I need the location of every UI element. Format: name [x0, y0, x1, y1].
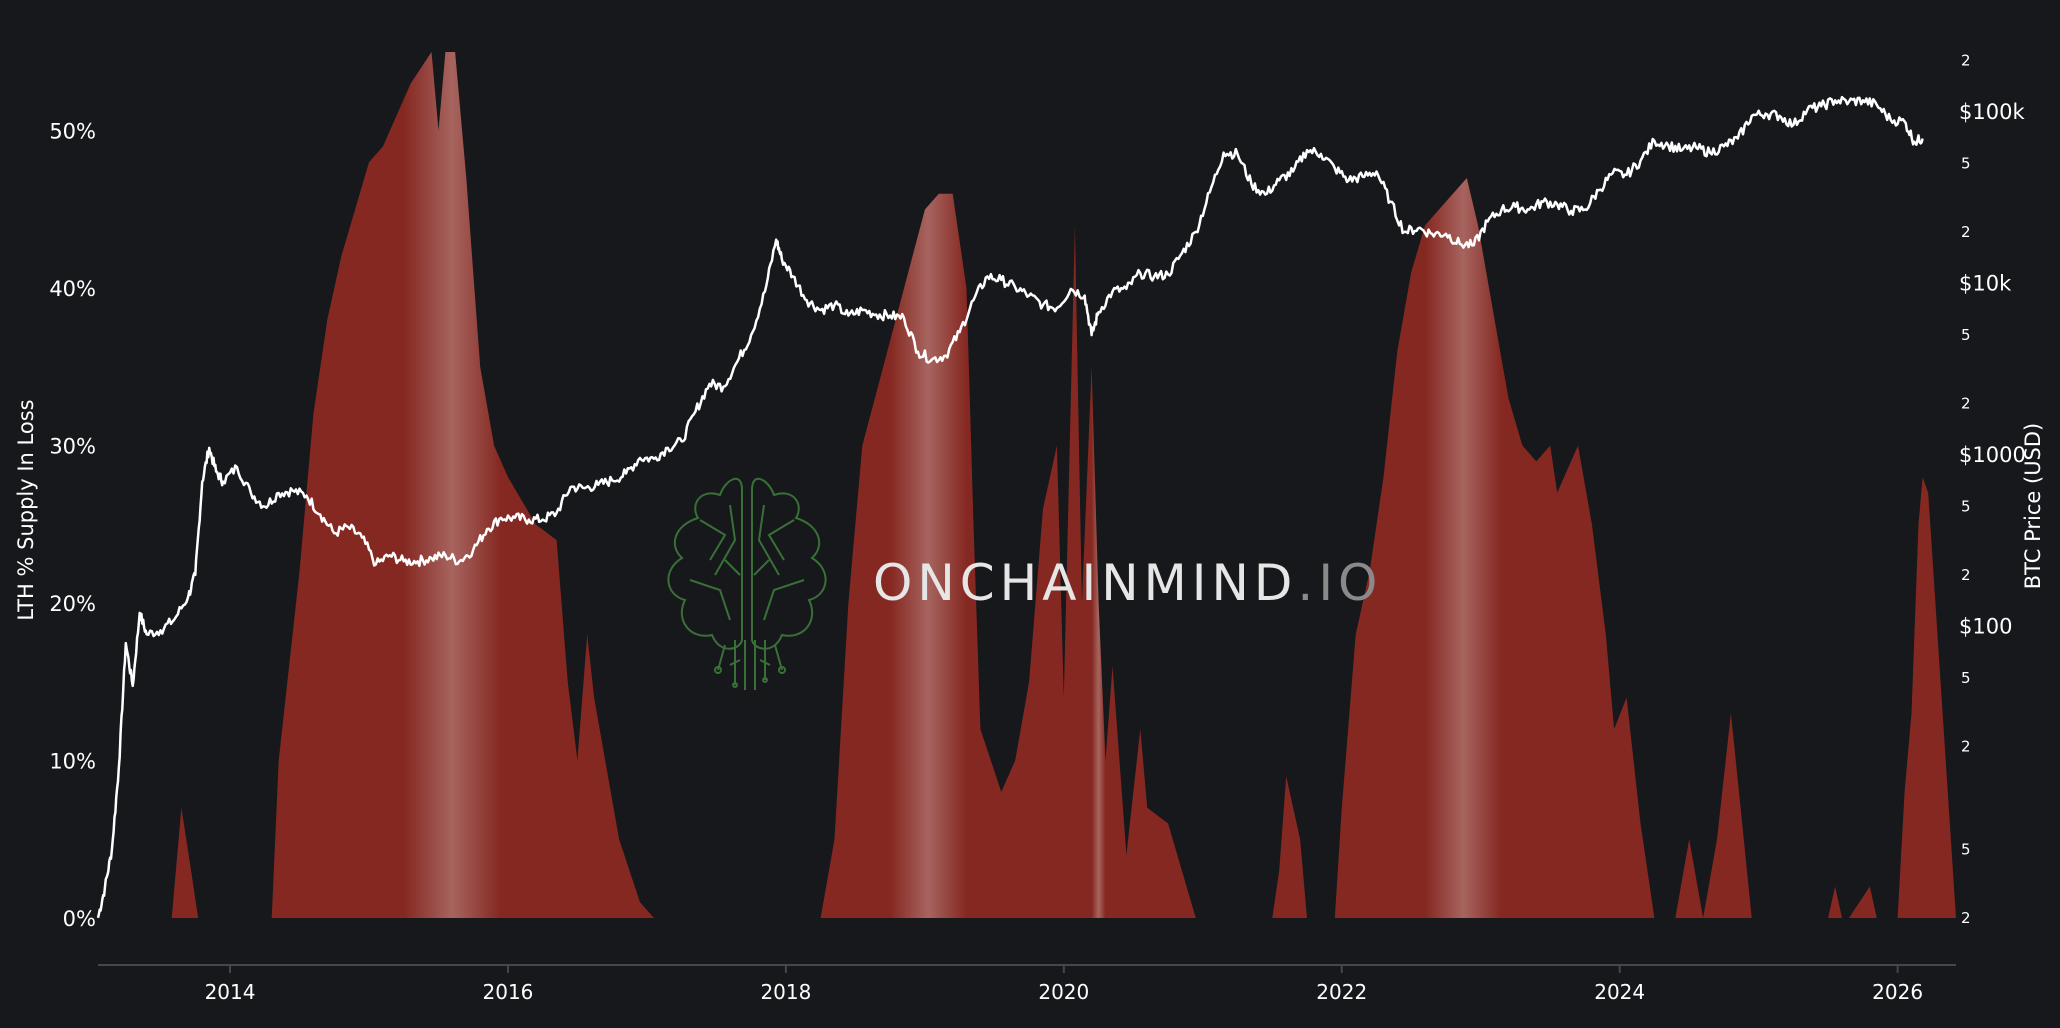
left-y-axis-ticks: 0% 10% 20% 30% 40% 50%: [49, 120, 96, 931]
right-y-major-tick-label: $10k: [1959, 272, 2012, 296]
btc-price-line: [96, 95, 1924, 919]
x-axis-ticks: 2014 2016 2018 2020 2022 2024 2026: [205, 965, 1923, 1004]
x-tick-label: 2014: [205, 980, 256, 1004]
right-y-major-tick-label: $100k: [1959, 100, 2025, 124]
right-y-axis-ticks: $100 $1000 $10k $100k 2 5 2 5 2 5 2 5 2 5 2: [1959, 51, 2026, 926]
right-y-minor-tick-label: 2: [1961, 223, 1971, 241]
right-y-minor-tick-label: 2: [1961, 51, 1971, 69]
brand-name: ONCHAINMIND.IO: [873, 554, 1382, 612]
right-y-minor-tick-label: 2: [1961, 394, 1971, 412]
right-y-minor-tick-label: 2: [1961, 566, 1971, 584]
left-y-tick-label: 10%: [49, 750, 96, 774]
x-tick-label: 2024: [1594, 980, 1645, 1004]
right-y-minor-tick-label: 2: [1961, 737, 1971, 755]
x-tick-label: 2018: [760, 980, 811, 1004]
x-tick-label: 2022: [1316, 980, 1367, 1004]
right-y-minor-tick-label: 5: [1961, 841, 1971, 859]
left-y-tick-label: 0%: [63, 907, 96, 931]
left-y-tick-label: 40%: [49, 277, 96, 301]
watermark: ONCHAINMIND.IO: [667, 477, 1382, 690]
right-y-minor-tick-label: 5: [1961, 155, 1971, 173]
right-y-minor-tick-label: 5: [1961, 326, 1971, 344]
lth-loss-area: [98, 52, 1956, 918]
right-y-major-tick-label: $100: [1959, 614, 2012, 638]
right-y-minor-tick-label: 5: [1961, 498, 1971, 516]
highlight-band: [1091, 52, 1106, 918]
left-y-tick-label: 20%: [49, 592, 96, 616]
highlight-band: [890, 52, 967, 918]
x-tick-label: 2026: [1872, 980, 1923, 1004]
right-y-minor-tick-label: 2: [1961, 909, 1971, 927]
right-y-minor-tick-label: 5: [1961, 669, 1971, 687]
highlight-band: [403, 52, 502, 918]
left-y-tick-label: 50%: [49, 120, 96, 144]
brand-suffix-text: .IO: [1297, 554, 1382, 612]
highlight-band: [1425, 52, 1502, 918]
right-y-major-tick-label: $1000: [1959, 443, 2026, 467]
right-axis-title: BTC Price (USD): [2021, 423, 2045, 590]
lth-loss-area-layer: [98, 52, 1956, 918]
x-tick-label: 2020: [1038, 980, 1089, 1004]
left-y-tick-label: 30%: [49, 435, 96, 459]
brand-main-text: ONCHAINMIND: [873, 554, 1297, 612]
brain-circuit-icon: [667, 477, 827, 690]
x-tick-label: 2016: [483, 980, 534, 1004]
left-axis-title: LTH % Supply In Loss: [14, 399, 38, 620]
